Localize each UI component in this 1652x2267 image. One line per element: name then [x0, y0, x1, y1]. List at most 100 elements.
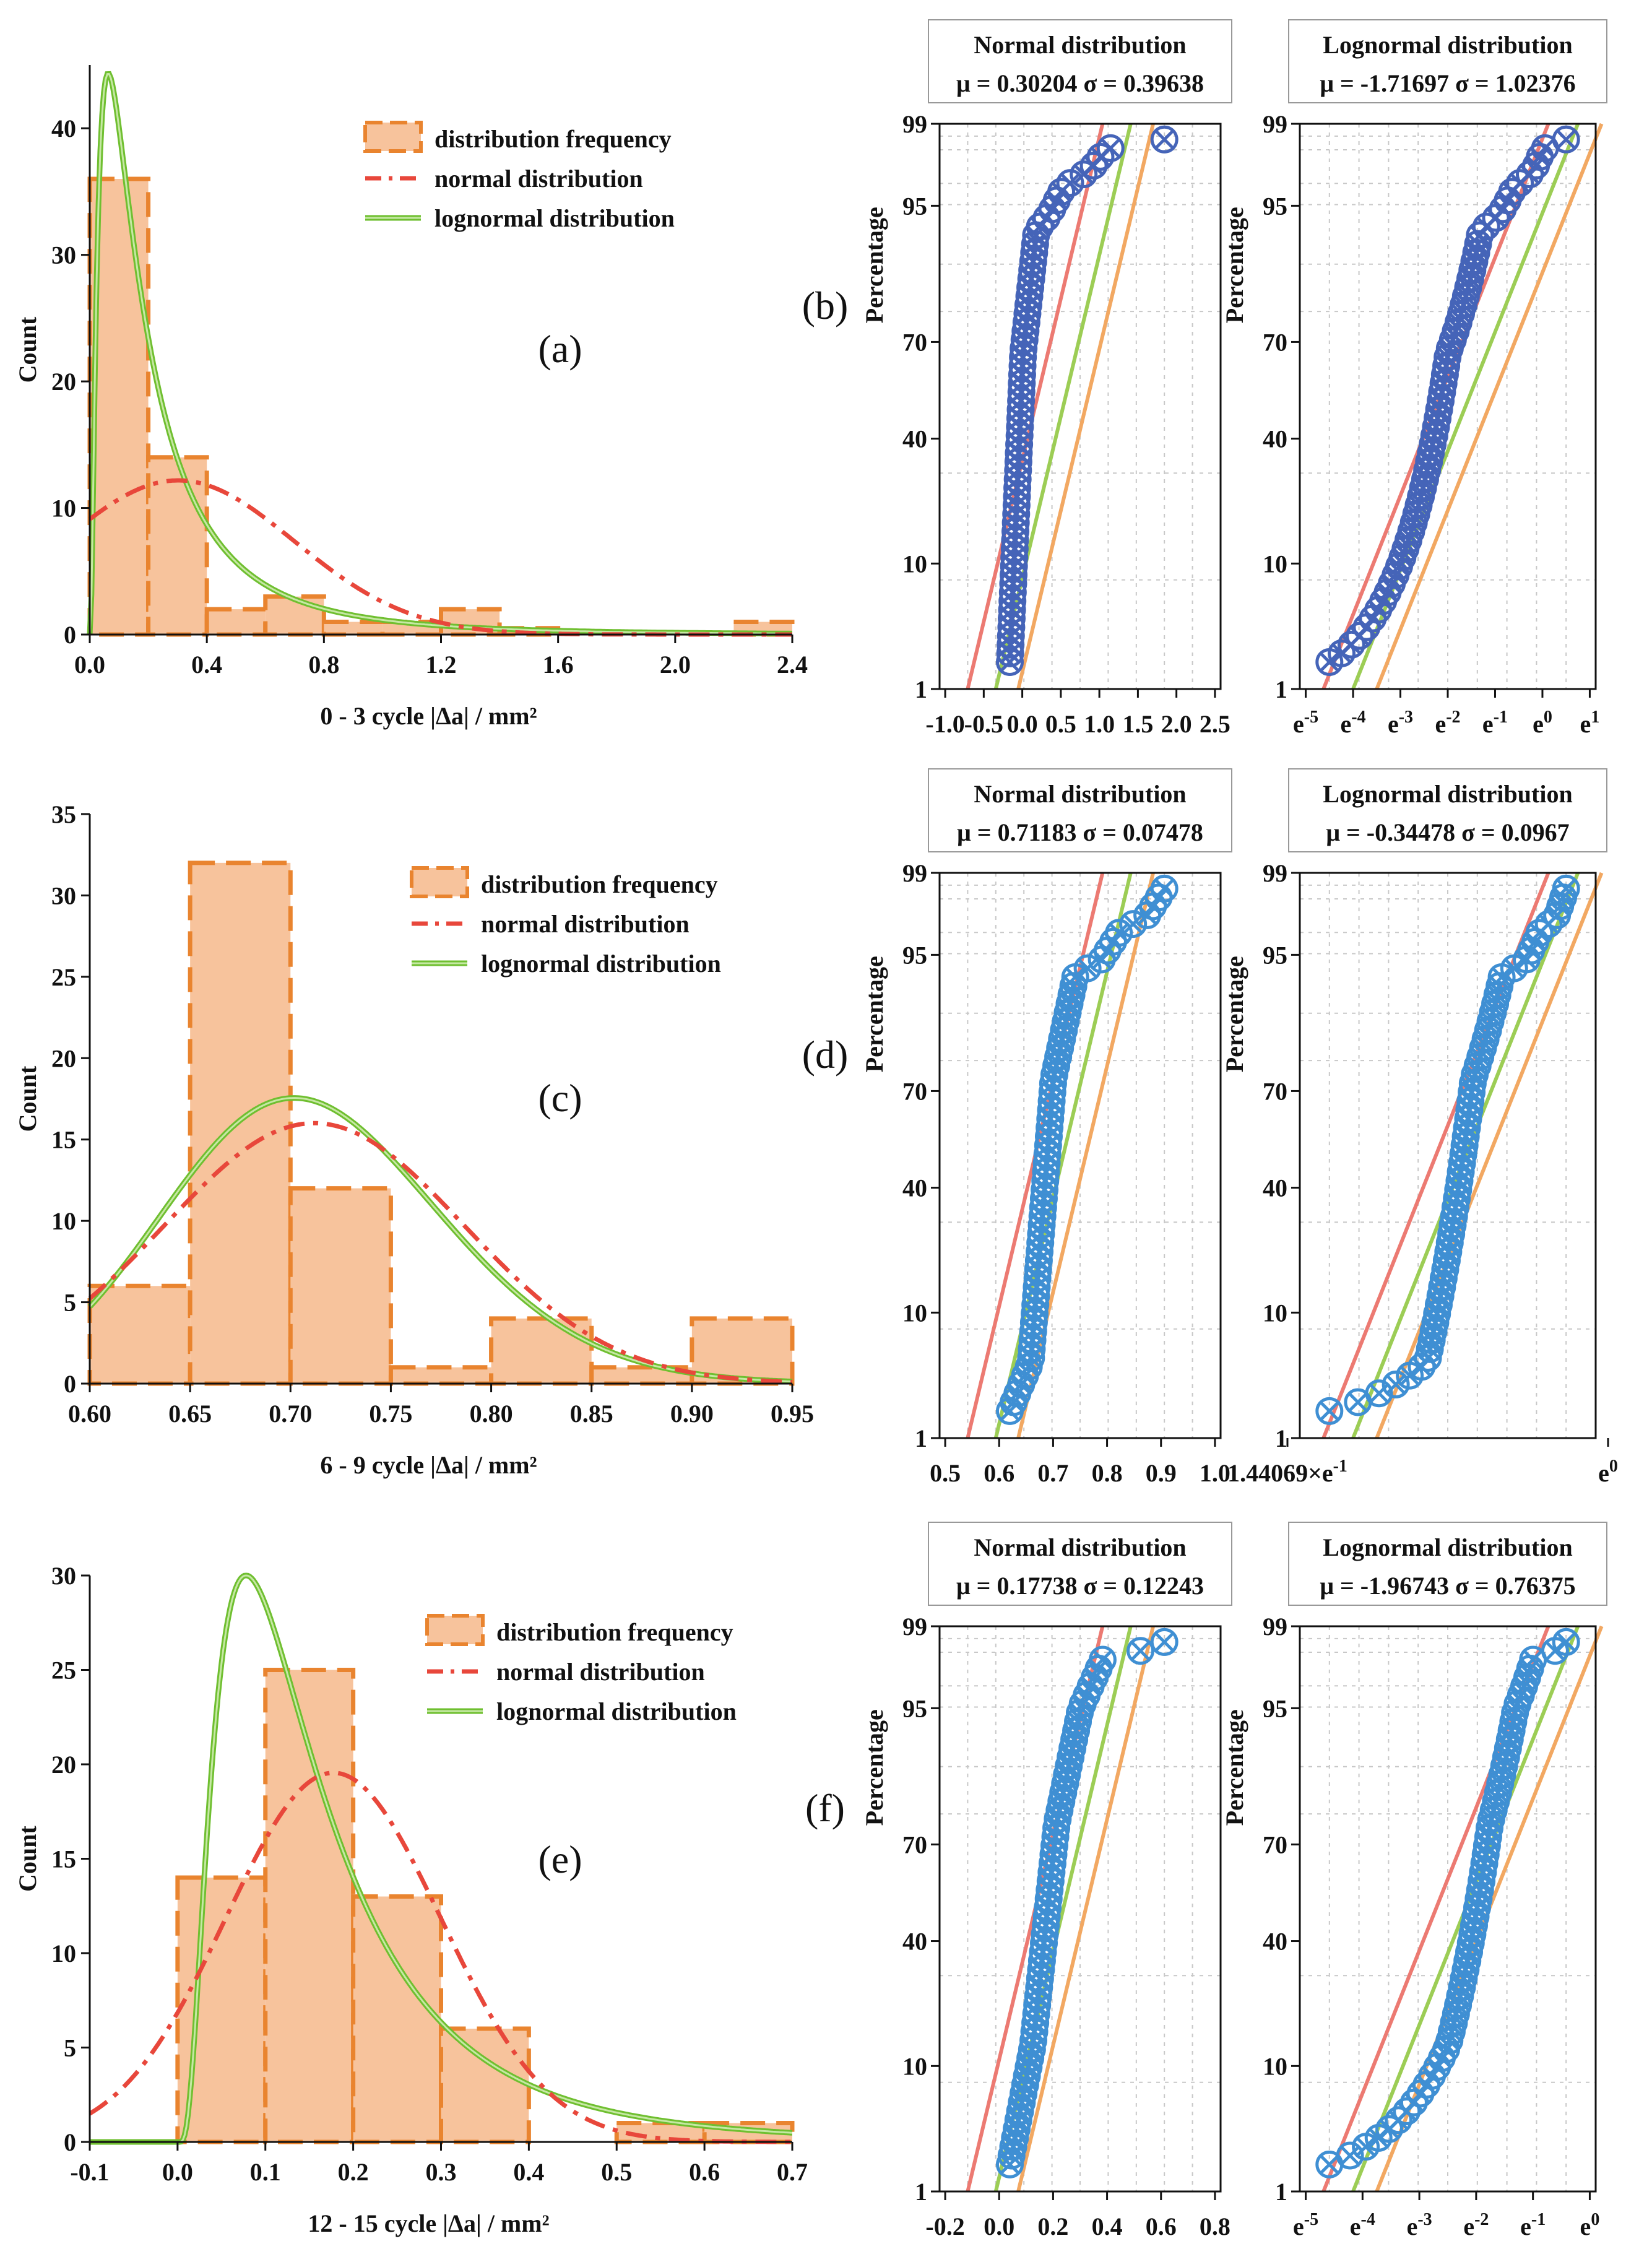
- data-marker-f-35: [1039, 1840, 1068, 1869]
- data-marker-cross-d2-3: [1386, 1374, 1406, 1395]
- data-marker-f-17: [1022, 2000, 1050, 2028]
- y-tick-label-b2-3: 70: [1263, 328, 1287, 356]
- y-tick-label-d2-4: 95: [1263, 941, 1287, 969]
- data-marker-cross-f2-1: [1340, 2146, 1360, 2165]
- data-marker-d2-29: [1449, 1140, 1477, 1169]
- data-marker-d-16: [1024, 1255, 1052, 1283]
- y-tick-label-b-1: 10: [902, 550, 927, 578]
- x-tick-label-b2-3: e-2: [1435, 708, 1460, 738]
- data-marker-d-6: [1017, 1344, 1045, 1372]
- data-marker-b-56: [1070, 160, 1098, 189]
- data-marker-f-15: [1020, 2018, 1049, 2046]
- legend-label-frequency-c: distribution frequency: [481, 870, 718, 898]
- x-tick-label-e-2: 0.1: [250, 2158, 281, 2186]
- title-box-b: [928, 19, 1232, 103]
- data-marker-d-24: [1029, 1184, 1058, 1213]
- x-tick-label-b-5: 1.5: [1122, 710, 1153, 738]
- data-marker-f2-36: [1473, 1831, 1501, 1860]
- y-tick-label-c-5: 25: [51, 963, 76, 991]
- y-tick-label-f2-1: 10: [1263, 2052, 1287, 2080]
- data-marker-cross-b-59: [1101, 138, 1121, 158]
- data-marker-d-10: [1019, 1308, 1048, 1337]
- data-marker-b2-55: [1506, 169, 1534, 197]
- y-tick-label-f2-5: 99: [1263, 1613, 1287, 1641]
- title-box-d2: [1288, 768, 1607, 852]
- data-marker-b-38: [1011, 317, 1040, 345]
- data-marker-b-55: [1056, 169, 1084, 197]
- y-tick-label-b-0: 1: [915, 675, 927, 703]
- plot-params-b2: μ = -1.71697 σ = 1.02376: [1320, 69, 1575, 97]
- data-marker-cross-d-54: [1109, 923, 1129, 943]
- data-marker-d-29: [1033, 1140, 1062, 1169]
- plot-title-b2: Lognormal distribution: [1323, 31, 1572, 59]
- data-marker-d-11: [1021, 1299, 1049, 1328]
- legend-label-lognormal-c: lognormal distribution: [481, 950, 721, 977]
- x-tick-label-a-5: 2.0: [660, 651, 691, 678]
- data-marker-d-34: [1037, 1096, 1065, 1124]
- x-tick-label-f2-1: e-4: [1350, 2210, 1375, 2240]
- x-tick-label-b-0: -1.0: [925, 710, 964, 738]
- data-marker-d-36: [1038, 1078, 1066, 1106]
- data-marker-f-13: [1018, 2035, 1046, 2063]
- y-tick-label-b-4: 95: [902, 192, 927, 220]
- plot-title-f: Normal distribution: [974, 1533, 1186, 1561]
- title-box-f2: [1288, 1522, 1607, 1606]
- y-tick-label-c-6: 30: [51, 882, 76, 909]
- x-tick-label-e-1: 0.0: [162, 2158, 193, 2186]
- data-marker-f-57: [1088, 1645, 1117, 1674]
- x-tick-label-d-1: 0.6: [984, 1459, 1014, 1487]
- y-tick-label-d2-0: 1: [1275, 1424, 1287, 1452]
- y-tick-label-b2-2: 40: [1263, 425, 1287, 453]
- data-marker-b2-1: [1328, 639, 1356, 667]
- data-marker-d2-35: [1456, 1087, 1485, 1116]
- legend-label-lognormal-a: lognormal distribution: [435, 204, 675, 232]
- data-marker-f-34: [1038, 1849, 1066, 1878]
- data-marker-f-31: [1036, 1876, 1064, 1904]
- reference-line-b2-2: [1375, 123, 1604, 690]
- data-marker-d2-25: [1444, 1176, 1473, 1204]
- y-tick-label-a-1: 10: [51, 495, 76, 522]
- data-marker-cross-d2-4: [1399, 1366, 1420, 1385]
- data-marker-f2-6: [1393, 2097, 1421, 2126]
- y-tick-label-e-5: 25: [51, 1657, 76, 1684]
- data-marker-cross-d2-59: [1556, 878, 1576, 899]
- y-tick-label-b2-4: 95: [1263, 192, 1287, 220]
- y-tick-label-b2-5: 99: [1263, 110, 1287, 138]
- data-marker-f-21: [1026, 1964, 1054, 1993]
- y-axis-title-c: Count: [14, 1065, 41, 1132]
- data-marker-d2-59: [1552, 874, 1580, 903]
- data-marker-d2-5: [1408, 1353, 1436, 1381]
- data-marker-f-22: [1027, 1956, 1055, 1984]
- data-marker-d-27: [1032, 1158, 1060, 1186]
- plot-params-b: μ = 0.30204 σ = 0.39638: [956, 69, 1204, 97]
- data-marker-f-59: [1150, 1628, 1178, 1656]
- histogram-bar-a-3: [263, 594, 326, 637]
- y-axis-title-b2: Percentage: [1221, 207, 1248, 323]
- y-tick-label-d-1: 10: [902, 1299, 927, 1327]
- plot-frame-f2: [1299, 1625, 1597, 2193]
- title-box-f: [928, 1522, 1232, 1606]
- data-marker-d-30: [1034, 1131, 1062, 1160]
- data-marker-f2-1: [1336, 2141, 1364, 2170]
- data-marker-d-17: [1024, 1246, 1053, 1275]
- x-tick-label-e-8: 0.7: [777, 2158, 808, 2186]
- x-tick-label-b-2: 0.0: [1007, 710, 1038, 738]
- x-tick-label-c-6: 0.90: [670, 1400, 714, 1428]
- data-marker-b2-49: [1466, 221, 1494, 249]
- plot-params-d: μ = 0.71183 σ = 0.07478: [957, 818, 1203, 846]
- data-marker-f-58: [1127, 1637, 1155, 1665]
- data-marker-f-24: [1029, 1938, 1057, 1966]
- y-tick-label-f-3: 70: [902, 1831, 927, 1858]
- x-tick-label-c-3: 0.75: [369, 1400, 412, 1428]
- x-axis-title-c: 6 - 9 cycle |Δa| / mm²: [320, 1451, 537, 1479]
- x-tick-label-b2-1: e-4: [1340, 708, 1365, 738]
- y-tick-label-f-1: 10: [902, 2052, 927, 2080]
- data-marker-cross-b2-59: [1535, 138, 1555, 158]
- data-marker-d2-28: [1448, 1149, 1476, 1177]
- data-marker-cross-b2-60: [1556, 129, 1576, 150]
- legend-label-frequency-e: distribution frequency: [496, 1618, 733, 1646]
- x-tick-label-b2-0: e-5: [1293, 708, 1318, 738]
- data-marker-b2-3: [1346, 622, 1374, 650]
- y-tick-label-b2-1: 10: [1263, 550, 1287, 578]
- y-axis-title-f2: Percentage: [1221, 1709, 1248, 1826]
